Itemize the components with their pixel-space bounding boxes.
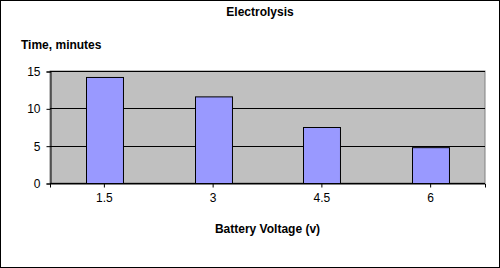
x-tick: 1.5	[96, 184, 113, 206]
y-tick: 5	[34, 140, 51, 154]
y-tick: 10	[27, 102, 50, 116]
x-tick-label: 6	[427, 191, 434, 205]
chart: 0 5 10 15 1.5 3 4.5 6 Electrolysis Time, minutes B…	[0, 0, 500, 268]
y-tick-mark	[47, 146, 51, 147]
x-tick: 6	[427, 184, 434, 206]
y-tick: 0	[34, 177, 51, 191]
x-tick-mark	[321, 184, 322, 188]
x-tick-label: 1.5	[96, 191, 113, 205]
grid	[50, 72, 485, 184]
x-axis-title: Battery Voltage (v)	[215, 222, 320, 236]
bar	[196, 97, 233, 183]
x-tick-mark	[213, 184, 214, 188]
bars	[87, 77, 450, 183]
bar	[413, 148, 450, 183]
grid-line	[50, 71, 485, 72]
y-tick-label: 0	[34, 177, 41, 191]
y-tick-label: 10	[27, 102, 41, 116]
x-tick-mark	[104, 184, 105, 188]
y-axis-title: Time, minutes	[21, 38, 102, 52]
title: Electrolysis	[226, 5, 294, 19]
plot-area	[50, 71, 485, 183]
y-axis-line	[47, 72, 52, 184]
bar	[87, 77, 124, 183]
y-tick-label: 15	[27, 65, 41, 79]
x-tick: 3	[210, 184, 217, 206]
y-tick-label: 5	[34, 140, 41, 154]
y-tick: 15	[27, 65, 50, 79]
x-tick-label: 3	[210, 191, 217, 205]
chart-frame	[1, 1, 500, 268]
y-tick-mark	[47, 72, 51, 73]
bar	[304, 128, 341, 184]
y-tick-mark	[47, 109, 51, 110]
y-tick-mark	[47, 184, 51, 185]
y-axis: 0 5 10 15	[27, 65, 51, 191]
x-tick-label: 4.5	[314, 191, 331, 205]
x-tick-mark	[430, 184, 431, 188]
x-tick: 4.5	[314, 184, 331, 206]
x-axis-line	[51, 184, 486, 188]
x-axis: 1.5 3 4.5 6	[51, 184, 486, 206]
